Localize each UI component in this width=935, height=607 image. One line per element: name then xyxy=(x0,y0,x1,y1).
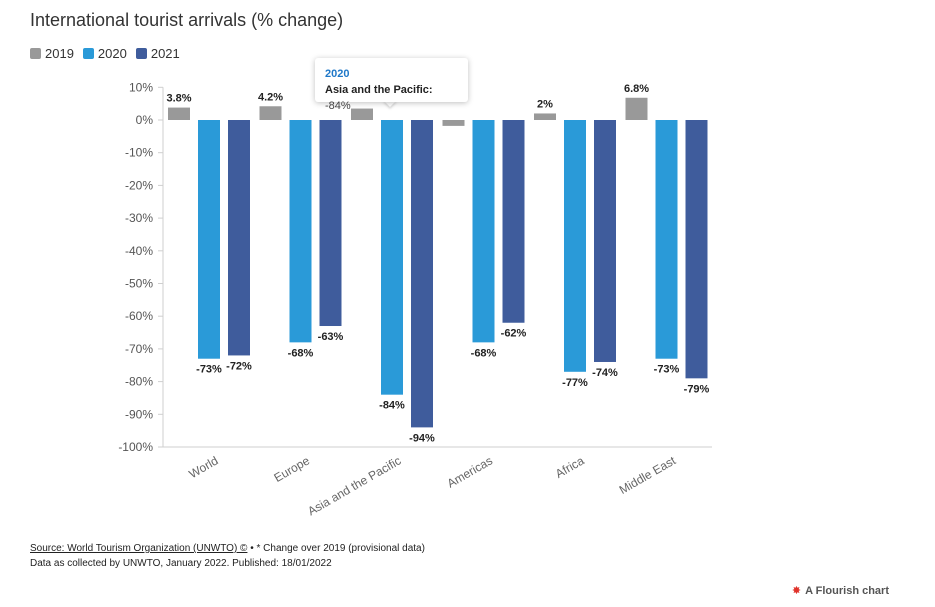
data-label: -63% xyxy=(318,331,344,343)
bar-2019 xyxy=(625,97,648,120)
x-tick-label: Americas xyxy=(445,453,495,490)
bar-2021 xyxy=(685,120,708,379)
y-tick-label: -10% xyxy=(125,146,153,160)
legend: 2019 2020 2021 xyxy=(30,46,180,61)
data-label: 6.8% xyxy=(624,83,649,95)
x-tick-label: Europe xyxy=(271,453,312,485)
y-tick-label: -80% xyxy=(125,375,153,389)
bar-2019 xyxy=(351,108,373,120)
data-label: -73% xyxy=(196,364,222,376)
tooltip-value: -84% xyxy=(325,100,351,112)
bar-2019 xyxy=(259,106,282,120)
bar-2020 xyxy=(289,120,312,343)
data-label: 3.8% xyxy=(166,93,191,105)
data-label: -79% xyxy=(684,383,710,395)
bar-2019 xyxy=(442,120,465,126)
data-label: 2% xyxy=(537,98,553,110)
data-label: -68% xyxy=(471,347,497,359)
y-tick-label: -40% xyxy=(125,244,153,258)
footer-published: Data as collected by UNWTO, January 2022… xyxy=(30,558,332,569)
bar-2020 xyxy=(198,120,220,359)
data-label: -74% xyxy=(592,367,618,379)
bar-2020 xyxy=(564,120,586,372)
legend-item-2020[interactable]: 2020 xyxy=(82,46,127,61)
x-tick-label: Middle East xyxy=(617,453,679,497)
y-tick-label: 0% xyxy=(136,113,154,127)
bar-2020 xyxy=(472,120,495,343)
source-note: • * Change over 2019 (provisional data) xyxy=(247,543,425,554)
source-link[interactable]: Source: World Tourism Organization (UNWT… xyxy=(30,543,248,554)
tooltip-year: 2020 xyxy=(325,68,350,80)
bar-2021 xyxy=(228,120,250,356)
bar-2020 xyxy=(381,120,403,395)
x-tick-label: Africa xyxy=(553,453,587,481)
bar-2021 xyxy=(594,120,616,362)
y-tick-label: -50% xyxy=(125,277,153,291)
bar-2020 xyxy=(655,120,678,359)
bar-2021 xyxy=(319,120,342,327)
x-tick-label: World xyxy=(187,453,221,481)
bar-2021 xyxy=(411,120,433,428)
data-label: 4.2% xyxy=(258,91,283,103)
legend-label-2019: 2019 xyxy=(45,46,74,61)
legend-swatch-2020 xyxy=(82,48,94,59)
x-tick-label: Asia and the Pacific xyxy=(305,453,403,518)
legend-item-2019[interactable]: 2019 xyxy=(30,46,74,61)
legend-swatch-2019 xyxy=(30,48,41,59)
tooltip-arrow xyxy=(383,100,397,107)
legend-swatch-2021 xyxy=(135,48,147,59)
y-tick-label: -70% xyxy=(125,342,153,356)
legend-label-2021: 2021 xyxy=(150,46,180,61)
data-label: -94% xyxy=(409,432,435,444)
flourish-logo-icon: ✸ xyxy=(791,585,802,597)
data-label: -77% xyxy=(562,377,588,389)
legend-label-2020: 2020 xyxy=(97,46,127,61)
bar-2019 xyxy=(534,113,556,120)
tooltip: 2020 Asia and the Pacific: -84% xyxy=(315,58,468,112)
bar-2019 xyxy=(168,107,190,120)
chart-title: International tourist arrivals (% change… xyxy=(30,10,344,30)
y-tick-label: 10% xyxy=(129,80,153,94)
flourish-credit[interactable]: ✸ A Flourish chart xyxy=(791,584,889,598)
data-label: -72% xyxy=(226,360,252,372)
y-tick-label: -100% xyxy=(118,440,153,454)
y-tick-label: -60% xyxy=(125,309,153,323)
data-label: -73% xyxy=(654,364,680,376)
y-tick-label: -90% xyxy=(125,407,153,421)
data-label: -62% xyxy=(501,328,527,340)
legend-item-2021[interactable]: 2021 xyxy=(135,46,180,61)
data-label: -68% xyxy=(288,347,314,359)
data-label: -84% xyxy=(379,400,405,412)
tooltip-category: Asia and the Pacific: xyxy=(325,84,433,96)
y-tick-label: -20% xyxy=(125,178,153,192)
flourish-label: A Flourish chart xyxy=(805,584,889,597)
bar-2021 xyxy=(502,120,525,323)
y-tick-label: -30% xyxy=(125,211,153,225)
footer: Source: World Tourism Organization (UNWT… xyxy=(30,541,425,571)
